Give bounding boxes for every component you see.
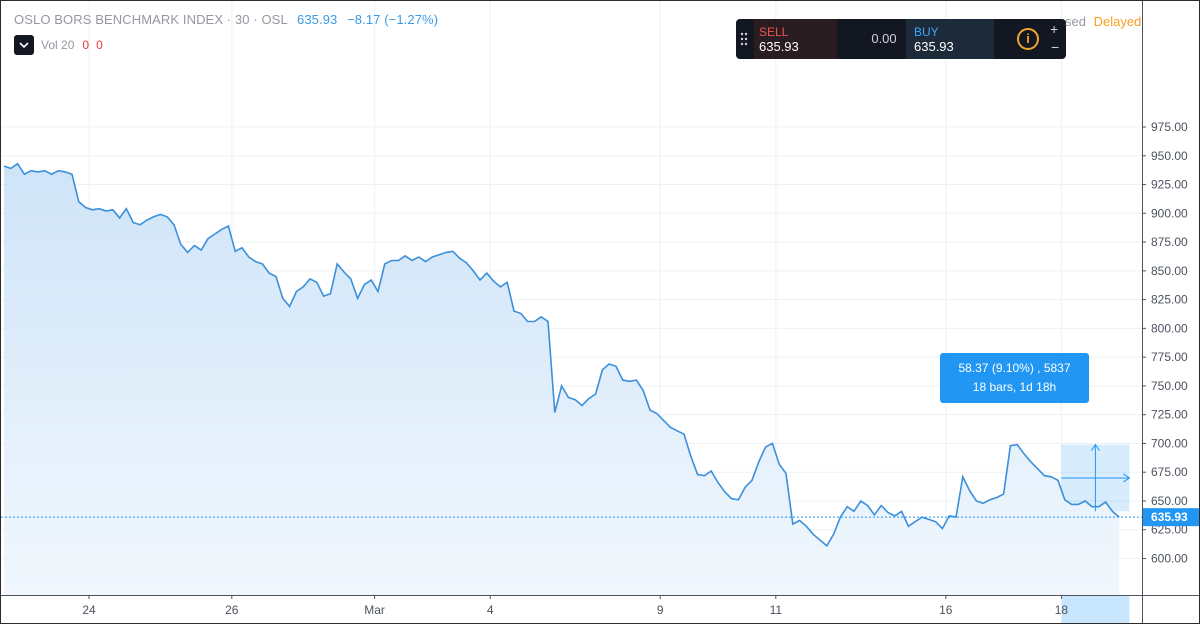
minus-icon[interactable]: −	[1051, 39, 1060, 55]
volume-value: 0	[82, 38, 90, 52]
collapse-legend-button[interactable]	[14, 35, 34, 55]
x-tick-label: 18	[1055, 603, 1069, 617]
x-tick-label: 9	[657, 603, 664, 617]
last-price-tag-bg	[1143, 508, 1199, 527]
sell-label: SELL	[759, 25, 789, 39]
delayed-badge: Delayed	[1093, 14, 1142, 29]
time-axis[interactable]: 2426Mar4911161823	[1, 595, 1199, 623]
x-tick-label: 4	[487, 603, 494, 617]
symbol-title: OSLO BORS BENCHMARK INDEX · 30 · OSL	[14, 12, 288, 27]
y-tick-label: 800.00	[1151, 321, 1188, 335]
price-area-fill	[4, 163, 1120, 596]
y-tick-label: 950.00	[1151, 149, 1188, 163]
volume-legend: Vol 20 0 0	[14, 35, 103, 55]
volume-ma-value: 0	[96, 38, 103, 52]
y-tick-label: 850.00	[1151, 264, 1188, 278]
y-tick-label: 750.00	[1151, 379, 1188, 393]
y-tick-label: 650.00	[1151, 494, 1188, 508]
sell-price: 635.93	[759, 39, 799, 54]
time-axis-selection	[1061, 596, 1130, 623]
last-price-tag-label: 635.93	[1151, 510, 1188, 524]
x-tick-label: Mar	[364, 603, 385, 617]
y-tick-label: 625.00	[1151, 523, 1188, 537]
buy-price: 635.93	[914, 39, 954, 54]
x-tick-label: 11	[770, 603, 783, 617]
measure-change: 58.37 (9.10%) , 5837	[958, 361, 1071, 375]
buy-label: BUY	[914, 25, 939, 39]
legend-last-price: 635.93	[297, 12, 338, 27]
chevron-down-icon	[19, 42, 29, 49]
x-tick-label: 26	[225, 603, 239, 617]
last-price-tag: 635.93	[1143, 508, 1199, 527]
sell-button[interactable]: SELL 635.93	[754, 19, 837, 59]
measure-right-arrowhead	[1123, 473, 1131, 483]
x-tick-label: 24	[82, 603, 96, 617]
trading-panel: SELL 635.93 0.00 BUY 635.93 i + −	[736, 19, 1066, 59]
drag-handle-icon[interactable]	[740, 32, 748, 46]
measure-arrows	[1061, 443, 1131, 512]
measure-tooltip: 58.37 (9.10%) , 5837 18 bars, 1d 18h	[940, 353, 1089, 403]
legend-change: −8.17 (−1.27%)	[347, 12, 439, 27]
info-icon[interactable]: i	[1017, 28, 1039, 50]
y-tick-label: 825.00	[1151, 293, 1188, 307]
y-tick-label: 600.00	[1151, 552, 1188, 566]
price-axis[interactable]: 600.00 625.00 650.00 675.00 700.00 725.00 750.…	[1142, 1, 1188, 623]
y-tick-label: 700.00	[1151, 436, 1188, 450]
y-tick-label: 900.00	[1151, 206, 1188, 220]
market-status: sed Delayed	[1065, 14, 1141, 29]
y-tick-label: 925.00	[1151, 178, 1188, 192]
market-closed-text: sed	[1065, 14, 1086, 29]
y-tick-label: 725.00	[1151, 408, 1188, 422]
x-tick-label: 16	[939, 603, 953, 617]
spread-value: 0.00	[871, 31, 897, 46]
y-tick-label: 975.00	[1151, 120, 1188, 134]
plus-icon[interactable]: +	[1050, 21, 1059, 37]
y-tick-label: 675.00	[1151, 465, 1188, 479]
measure-up-arrowhead	[1090, 443, 1100, 451]
price-line	[3, 162, 1120, 548]
measure-duration: 18 bars, 1d 18h	[972, 380, 1057, 394]
y-tick-label: 875.00	[1151, 235, 1188, 249]
volume-label: Vol 20	[41, 38, 75, 52]
symbol-legend: OSLO BORS BENCHMARK INDEX · 30 · OSL 635…	[14, 12, 438, 27]
y-tick-label: 775.00	[1151, 350, 1188, 364]
buy-button[interactable]: BUY 635.93	[906, 19, 994, 59]
